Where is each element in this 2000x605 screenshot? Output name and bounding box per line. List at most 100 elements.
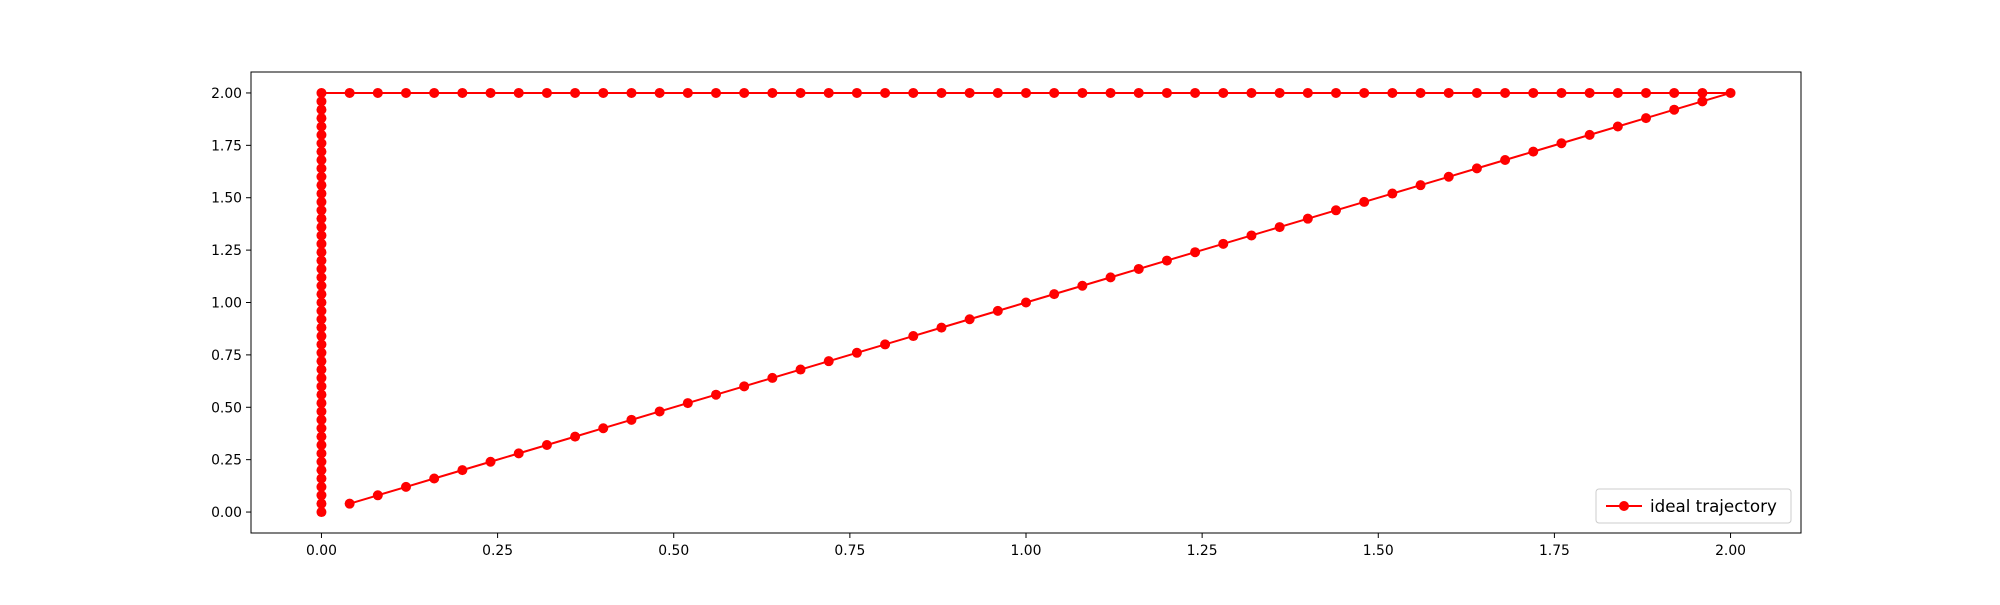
data-point: [316, 230, 327, 241]
data-point: [936, 322, 947, 333]
data-point: [316, 289, 327, 300]
data-point: [513, 448, 524, 459]
data-point: [570, 87, 581, 98]
data-point: [316, 196, 327, 207]
data-point: [1415, 180, 1426, 191]
y-tick-label: 0.25: [211, 453, 242, 469]
data-point: [1049, 289, 1060, 300]
data-point: [316, 297, 327, 308]
data-point: [316, 205, 327, 216]
data-point: [992, 87, 1003, 98]
data-point: [795, 364, 806, 375]
data-point: [485, 456, 496, 467]
data-point: [316, 104, 327, 115]
data-point: [1161, 255, 1172, 266]
data-point: [316, 439, 327, 450]
data-point: [823, 87, 834, 98]
data-point: [401, 87, 411, 98]
data-point: [316, 347, 327, 358]
data-point: [316, 414, 327, 425]
x-tick-label: 0.00: [306, 543, 337, 559]
data-point: [316, 406, 327, 417]
data-point: [1697, 96, 1708, 107]
legend-label: ideal trajectory: [1650, 496, 1777, 516]
data-point: [316, 314, 327, 325]
data-point: [767, 372, 778, 383]
data-point: [1331, 87, 1341, 98]
data-point: [880, 339, 891, 350]
y-tick-label: 1.00: [211, 296, 242, 312]
data-point: [654, 406, 665, 417]
data-point: [316, 305, 327, 316]
data-point: [372, 87, 383, 98]
y-axis: 0.00 0.25 0.50 0.75 1.00 1.25 1.50 1.75 2.00: [211, 86, 251, 521]
data-point: [316, 431, 327, 442]
data-point: [316, 322, 327, 333]
data-point: [570, 431, 581, 442]
data-point: [1274, 87, 1285, 98]
data-point: [1133, 263, 1144, 274]
x-tick-label: 1.50: [1363, 543, 1394, 559]
data-point: [1077, 87, 1088, 98]
y-tick-label: 0.50: [211, 400, 242, 416]
data-point: [316, 465, 327, 476]
data-point: [316, 96, 327, 107]
data-point: [485, 87, 496, 98]
data-point: [1584, 129, 1595, 140]
data-point: [682, 87, 693, 98]
y-tick-label: 1.25: [211, 243, 242, 259]
data-point: [1387, 87, 1398, 98]
x-axis: 0.00 0.25 0.50 0.75 1.00 1.25 1.50 1.75 2.00: [306, 533, 1746, 559]
plot-layer: [316, 87, 1736, 518]
data-point: [1246, 87, 1257, 98]
data-point: [1133, 87, 1144, 98]
data-point: [1641, 87, 1651, 98]
data-point: [316, 331, 327, 342]
x-tick-label: 0.75: [834, 543, 865, 559]
data-point: [1246, 230, 1257, 241]
data-point: [1302, 213, 1313, 224]
data-point: [316, 213, 327, 224]
data-point: [541, 439, 552, 450]
data-point: [316, 121, 327, 132]
data-point: [513, 87, 524, 98]
data-point: [316, 272, 327, 283]
data-point: [936, 87, 947, 98]
y-tick-label: 0.00: [211, 505, 242, 521]
data-point: [1641, 113, 1651, 124]
data-point: [316, 356, 327, 367]
data-point: [739, 87, 750, 98]
data-point: [429, 473, 440, 484]
data-point: [316, 146, 327, 157]
data-point: [1274, 222, 1285, 233]
data-point: [739, 381, 750, 392]
y-tick-label: 1.75: [211, 138, 242, 154]
data-point: [654, 87, 665, 98]
data-point: [1556, 138, 1567, 149]
data-point: [1669, 104, 1680, 115]
data-point: [1359, 87, 1370, 98]
legend: ideal trajectory: [1595, 488, 1792, 524]
data-point: [316, 280, 327, 291]
data-point: [316, 473, 327, 484]
data-point: [1443, 87, 1454, 98]
data-point: [964, 314, 975, 325]
data-point: [344, 498, 355, 509]
data-point: [1500, 87, 1511, 98]
x-tick-label: 1.25: [1187, 543, 1218, 559]
data-point: [1471, 87, 1482, 98]
data-point: [1556, 87, 1567, 98]
data-point: [316, 247, 327, 258]
data-point: [1528, 87, 1539, 98]
data-point: [851, 347, 862, 358]
data-point: [401, 481, 411, 492]
data-point: [316, 498, 327, 509]
y-tick-label: 0.75: [211, 348, 242, 364]
data-point: [626, 414, 637, 425]
data-point: [316, 171, 327, 182]
data-point: [880, 87, 891, 98]
data-point: [1612, 87, 1623, 98]
data-point: [1359, 196, 1370, 207]
